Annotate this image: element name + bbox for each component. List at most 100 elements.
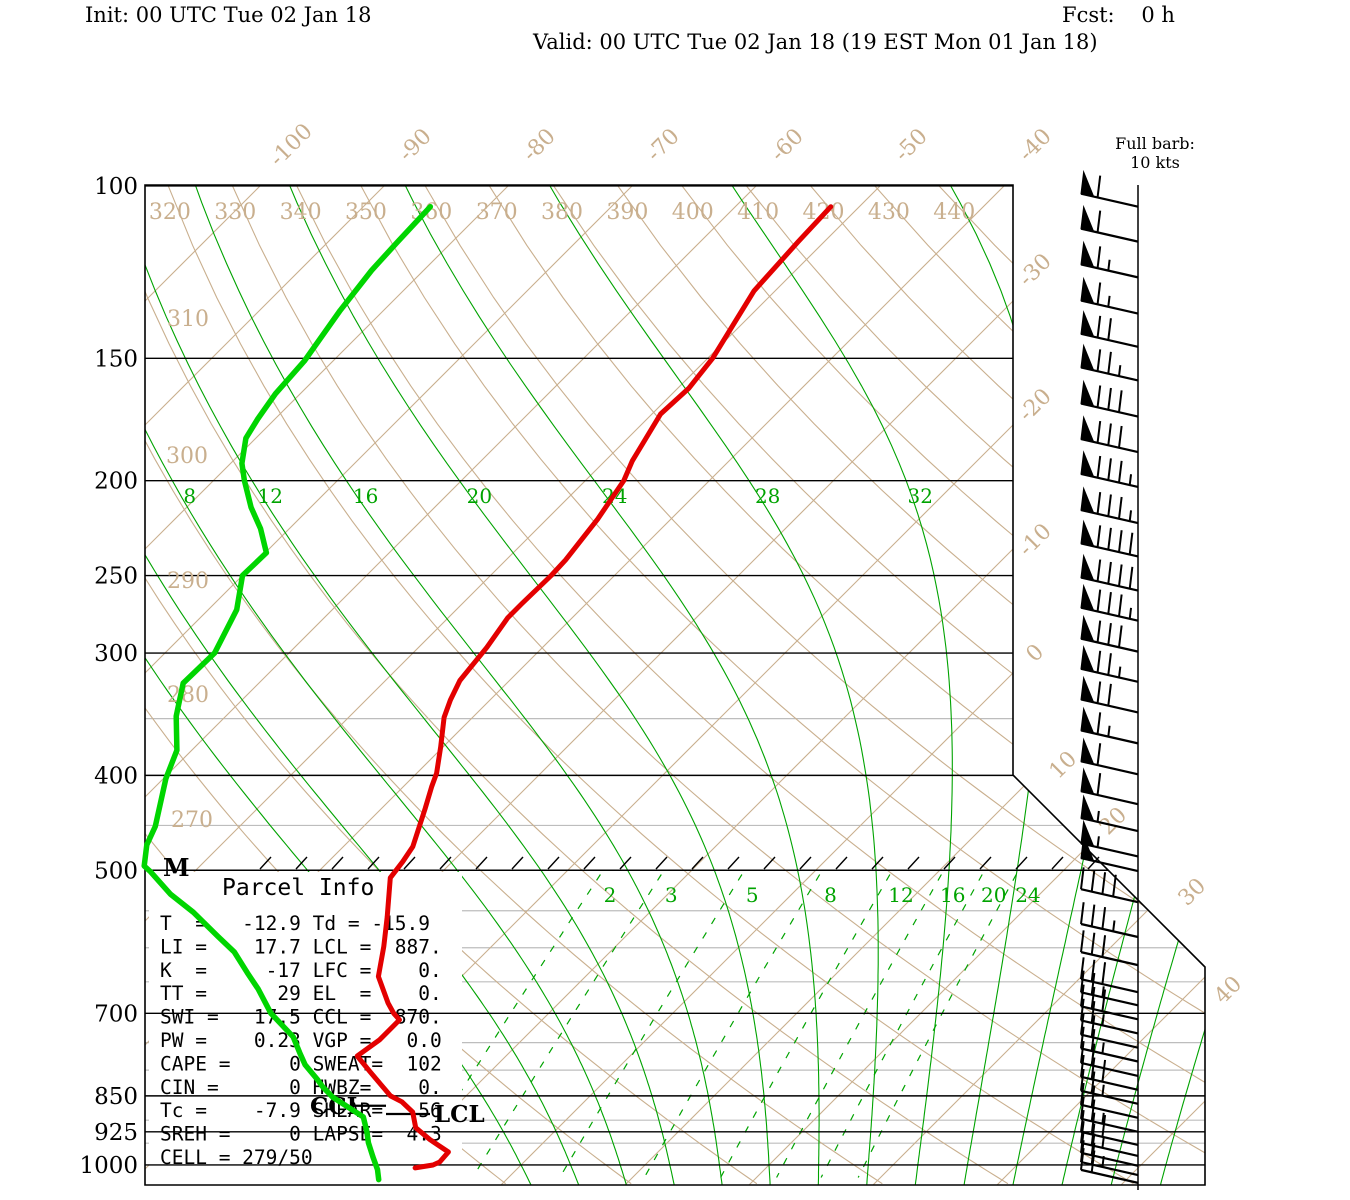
parcel-info-backdrop [149,872,462,1185]
mixing-ratio-label: 20 [981,883,1006,907]
wind-barb [1080,1054,1139,1091]
wind-barb [1080,1130,1139,1167]
wind-barb [1080,553,1139,592]
parcel-info-title: Parcel Info [222,875,374,901]
isotherm-line [500,185,1205,1185]
isotherm-line [0,185,137,1185]
wind-barb [1080,343,1139,382]
moist-adiabat-line [145,185,627,1185]
moist-adiabat-line [1159,185,1205,1185]
isotherm-top-label: -70 [642,124,685,167]
isotherm-right-label: -10 [1014,519,1057,562]
moist-adiabat-labels: 8 12 16 20 24 28 32 [183,484,933,508]
wind-barb [1080,310,1139,348]
moist-adiabat-label: 12 [258,484,283,508]
dry-adiabat-line [145,185,883,1185]
wind-barb [1080,276,1139,315]
moist-adiabat-label: 28 [755,484,780,508]
moist-adiabat-line [539,185,879,1185]
moist-adiabat-line [720,185,953,1185]
dry-adiabat-line [167,185,1134,1185]
mixed-layer-marker: M [163,853,190,882]
wind-barb [1080,930,1139,967]
parcel-info-line: SREH = 0 LAPSE= 4.3 [160,1123,442,1146]
mixing-ratio-line [472,874,662,1178]
moist-adiabat-line [1061,185,1205,1185]
wind-barb [1080,767,1139,806]
dry-adiabat-top-label: 440 [933,200,975,225]
isotherm-line [748,185,1205,1185]
moist-adiabat-line [396,185,820,1185]
dry-adiabat-top-label: 330 [214,200,256,225]
dry-adiabat-line [231,185,1205,1185]
mixing-ratio-label: 12 [888,883,913,907]
chart-border [144,184,1206,1186]
isotherm-right-label: 10 [1045,747,1082,784]
dry-adiabat-top-label: 380 [541,200,583,225]
wind-barb [1080,675,1139,714]
dry-adiabat-line [145,185,1009,1185]
wind-barb [1080,1082,1139,1119]
isotherm-line [145,185,634,1185]
wind-barb [1080,1121,1139,1158]
wind-barb [1080,984,1139,1021]
wind-barb [1080,415,1139,454]
svg-text:LCL: LCL [434,1101,485,1128]
parcel-info-line: LI = 17.7 LCL = 887. [160,935,442,958]
dry-adiabat-top-label: 430 [868,200,910,225]
dry-adiabat-line [360,185,1205,1185]
moist-adiabat-line [281,185,771,1185]
pressure-axis-label: 850 [94,1084,138,1110]
wind-barb [1080,169,1139,208]
forecast-hour-label: Fcst: 0 h [1062,3,1175,27]
pressure-axis-label: 400 [94,763,138,789]
isotherm-line [872,185,1205,1185]
wind-barb [1080,1041,1139,1077]
wind-barb [1080,583,1139,622]
dry-adiabat-line [296,185,1205,1185]
dry-adiabat-line [681,185,1205,1185]
wind-barb [1080,1110,1139,1147]
wind-barb [1080,1147,1139,1184]
pressure-axis-label: 925 [94,1120,138,1146]
wind-barb [1080,706,1139,745]
pressure-axis-label: 150 [94,346,138,372]
dry-adiabat-line [488,185,1205,1185]
wind-barb [1080,240,1139,279]
parcel-info-block: Parcel Info T = -12.9 Td = -15.9LI = 17.7… [160,875,442,1169]
isotherm-line [145,185,386,1185]
pressure-axis-labels: 100 150 200 250 300 400 500 700 850 925 1000 [79,174,138,1179]
mixing-ratio-label: 2 [604,883,617,907]
pressure-axis-label: 200 [94,469,138,495]
mixing-ratio-labels: 2 3 5 8 12 16 20 24 [604,883,1041,907]
valid-time-label: Valid: 00 UTC Tue 02 Jan 18 (19 EST Mon … [533,30,1098,54]
isotherm-right-label: -20 [1014,384,1057,427]
wind-barb [1080,645,1139,683]
wind-barb [1080,957,1139,994]
isotherm-line [376,185,1205,1185]
mixing-ratio-label: 8 [824,883,837,907]
wind-barb [1080,614,1139,653]
wind-barb [1080,902,1139,939]
wind-barb [1080,1012,1139,1049]
dry-adiabat-line [745,185,1205,1185]
isotherm-right-label: -30 [1014,249,1057,292]
wind-barb-legend: Full barb: 10 kts [1092,134,1218,172]
wind-barb [1080,867,1139,904]
pressure-axis-label: 500 [94,858,138,884]
wind-barb-legend-line2: 10 kts [1130,153,1180,172]
moist-adiabat-label: 20 [467,484,492,508]
moist-adiabat-line [188,185,723,1185]
parcel-info-line: T = -12.9 Td = -15.9 [160,912,430,935]
moist-adiabat-label: 32 [908,484,933,508]
isotherm-right-label: 40 [1210,972,1247,1009]
isotherm-top-label: -80 [518,124,561,167]
dry-adiabat-top-label: 370 [476,200,518,225]
mixing-ratio-label: 24 [1015,883,1040,907]
wind-barb [1080,379,1139,418]
dry-adiabat-left-label: 310 [167,307,209,332]
wind-barb [1080,970,1139,1007]
wind-barb-legend-line1: Full barb: [1115,134,1195,153]
mixing-ratio-line [720,874,891,1178]
parcel-info-line: CELL = 279/50 [160,1146,313,1169]
